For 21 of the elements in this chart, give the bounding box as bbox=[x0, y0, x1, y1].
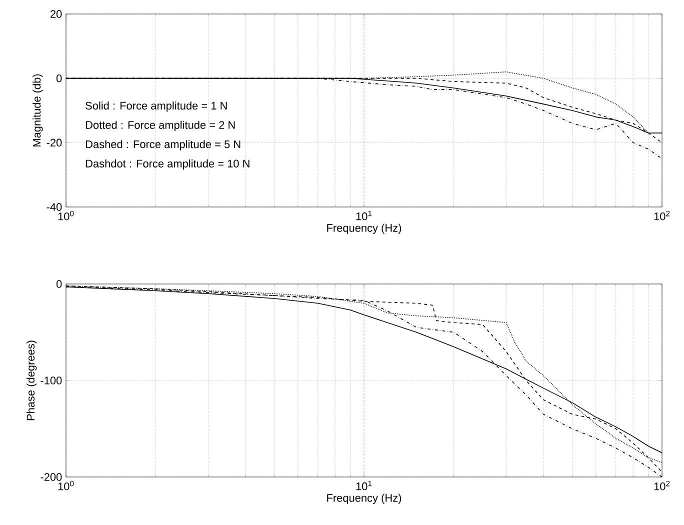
x-axis-title: Frequency (Hz) bbox=[327, 224, 402, 234]
annotation: Dashdot : Force amplitude = 10 N bbox=[86, 159, 250, 170]
y-tick-label: 0 bbox=[56, 74, 62, 82]
x-tick-label: 10$^{1}$ bbox=[356, 480, 372, 490]
y-axis-title: Phase (degrees) bbox=[26, 340, 37, 420]
x-tick-label: 10$^{2}$ bbox=[654, 480, 670, 490]
x-tick-label: 10$^{1}$ bbox=[356, 210, 372, 220]
annotation: Solid : Force amplitude = 1 N bbox=[86, 102, 227, 112]
y-tick-label: 0 bbox=[56, 280, 62, 288]
y-tick-label: -40 bbox=[46, 203, 62, 211]
y-tick-label: -200 bbox=[40, 473, 62, 481]
x-tick-label: 10$^{0}$ bbox=[58, 480, 74, 490]
x-tick-label: 10$^{2}$ bbox=[654, 210, 670, 220]
y-tick-label: 20 bbox=[50, 10, 62, 18]
annotation: Dotted : Force amplitude = 2 N bbox=[86, 120, 235, 132]
x-axis-title: Frequency (Hz) bbox=[327, 494, 402, 504]
x-tick-label: 10$^{0}$ bbox=[58, 210, 74, 220]
y-tick-label: -100 bbox=[40, 376, 62, 384]
y-tick-label: -20 bbox=[46, 138, 62, 147]
annotation: Dashed : Force amplitude = 5 N bbox=[86, 140, 240, 150]
y-axis-title: Magnitude (db) bbox=[32, 74, 43, 146]
